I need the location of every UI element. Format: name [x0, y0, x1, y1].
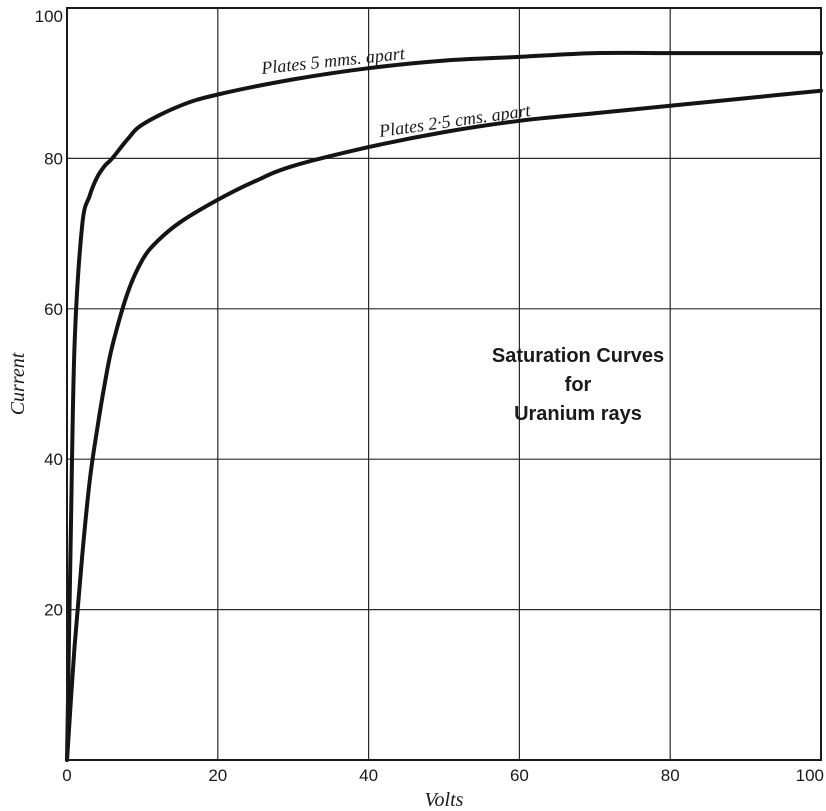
x-tick-label: 0 [62, 766, 71, 785]
chart-title-line-3: Uranium rays [514, 403, 642, 425]
y-tick-label: 100 [35, 7, 63, 26]
x-tick-label: 60 [510, 766, 529, 785]
curve-plates-2-5cm [65, 88, 823, 762]
tick-labels: 0 20 40 60 80 100 20 40 60 80 100 [35, 7, 824, 785]
plot-frame [66, 7, 822, 761]
y-tick-label: 60 [44, 300, 63, 319]
y-tick-label: 80 [44, 149, 63, 168]
x-tick-label: 80 [661, 766, 680, 785]
x-tick-label: 40 [359, 766, 378, 785]
grid [67, 8, 821, 760]
chart-title-line-1: Saturation Curves [492, 345, 664, 367]
y-tick-label: 40 [44, 450, 63, 469]
x-tick-label: 100 [796, 766, 824, 785]
curves [65, 50, 823, 762]
y-axis-label: Current [7, 352, 29, 415]
x-tick-label: 20 [208, 766, 227, 785]
curve-plates-5mm [65, 50, 823, 762]
x-axis-label: Volts [425, 789, 464, 811]
series-label-2-5cm: Plates 2·5 cms. apart [377, 100, 533, 141]
chart-title-line-2: for [565, 374, 592, 396]
y-tick-label: 20 [44, 601, 63, 620]
